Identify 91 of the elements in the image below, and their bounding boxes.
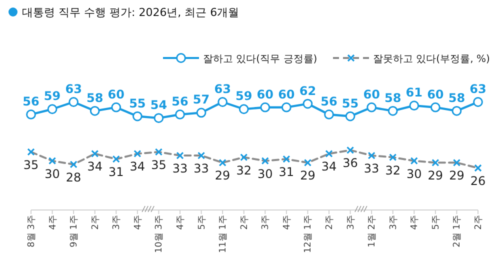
data-label: 59: [44, 89, 61, 104]
point: [302, 98, 313, 109]
point: [26, 110, 36, 120]
data-label: 63: [470, 82, 486, 96]
point: [175, 110, 185, 120]
data-label: 29: [300, 168, 316, 183]
x-tick-label: 4주: [410, 215, 420, 230]
point: [452, 106, 462, 116]
point: [388, 106, 398, 116]
x-tick-label: 5주: [431, 215, 442, 230]
point: [324, 110, 334, 120]
x-tick-label: 4주: [133, 215, 144, 230]
x-tick-label: 12월 1주: [304, 215, 314, 254]
point: [409, 100, 420, 111]
data-label: 32: [236, 163, 252, 178]
x-tick-label: 3주: [388, 215, 399, 230]
point: [154, 113, 164, 124]
data-label: 28: [66, 170, 82, 184]
x-tick-label: 3주: [261, 215, 272, 230]
point: [260, 102, 270, 112]
x-tick-label: 4주: [176, 215, 186, 230]
data-label: 63: [65, 82, 82, 96]
point: [132, 111, 142, 122]
data-label: 60: [278, 87, 295, 102]
point: [47, 104, 58, 114]
data-label: 56: [22, 94, 40, 108]
x-tick-label: 2주: [325, 215, 335, 230]
point: [281, 102, 292, 112]
x-tick-label: 2월 1주: [452, 215, 463, 248]
point: [196, 108, 206, 118]
x-tick-label: 4주: [282, 215, 292, 230]
data-label: 26: [470, 174, 486, 188]
x-tick-label: 5주: [197, 215, 208, 230]
x-tick-label: 8월 3주: [27, 215, 37, 248]
data-label: 60: [108, 87, 124, 102]
point: [238, 104, 249, 114]
data-label: 54: [150, 98, 168, 112]
data-label: 32: [385, 163, 400, 178]
point: [473, 97, 483, 107]
point: [345, 111, 356, 122]
data-label: 33: [194, 162, 209, 176]
legend-label: 잘하고 있다(직무 긍정률): [203, 54, 318, 65]
point: [90, 106, 100, 116]
data-label: 30: [44, 166, 60, 181]
data-label: 58: [86, 90, 104, 105]
data-label: 33: [364, 162, 380, 176]
data-label: 33: [172, 162, 188, 176]
data-label: 60: [256, 87, 274, 102]
data-label: 31: [278, 165, 294, 180]
x-tick-label: 9월 1주: [70, 215, 80, 248]
data-label: 34: [87, 160, 102, 174]
x-tick-label: 11월 1주: [218, 215, 229, 254]
point: [68, 97, 79, 107]
x-tick-label: 10월 3주: [154, 215, 165, 254]
point: [218, 97, 228, 107]
data-label: 30: [258, 166, 273, 181]
point: [111, 102, 122, 112]
data-label: 31: [108, 165, 124, 180]
chart-title: 대통령 직무 수행 평가: 2026년, 최근 6개월: [22, 6, 240, 19]
data-label: 63: [214, 82, 231, 96]
data-label: 57: [192, 92, 210, 107]
x-tick-label: 2주: [90, 215, 101, 230]
x-tick-label: 3주: [346, 215, 356, 230]
data-label: 35: [23, 158, 39, 172]
data-label: 62: [299, 84, 316, 98]
x-tick-label: 1월 2주: [368, 215, 378, 248]
point: [430, 102, 440, 112]
legend-label: 잘못하고 있다(부정률, %): [373, 54, 490, 65]
data-label: 58: [384, 90, 402, 105]
data-label: 56: [172, 94, 188, 108]
x-tick-label: 2주: [474, 215, 484, 230]
data-label: 60: [427, 87, 444, 102]
data-label: 34: [321, 160, 337, 174]
data-label: 59: [236, 89, 252, 104]
data-label: 61: [406, 86, 422, 100]
data-label: 29: [214, 168, 230, 183]
data-label: 56: [320, 94, 338, 108]
data-label: 29: [428, 168, 444, 183]
data-label: 29: [449, 168, 464, 183]
data-label: 58: [448, 90, 466, 105]
data-label: 36: [342, 156, 358, 170]
data-label: 35: [151, 158, 166, 172]
data-label: 30: [406, 166, 422, 181]
x-tick-label: 4주: [48, 215, 58, 230]
data-label: 55: [342, 96, 359, 110]
data-label: 34: [130, 160, 146, 174]
data-label: 60: [363, 87, 380, 102]
x-tick-label: 3주: [112, 215, 122, 230]
point: [366, 102, 377, 112]
x-tick-label: 2주: [240, 215, 250, 230]
data-label: 55: [129, 96, 146, 110]
